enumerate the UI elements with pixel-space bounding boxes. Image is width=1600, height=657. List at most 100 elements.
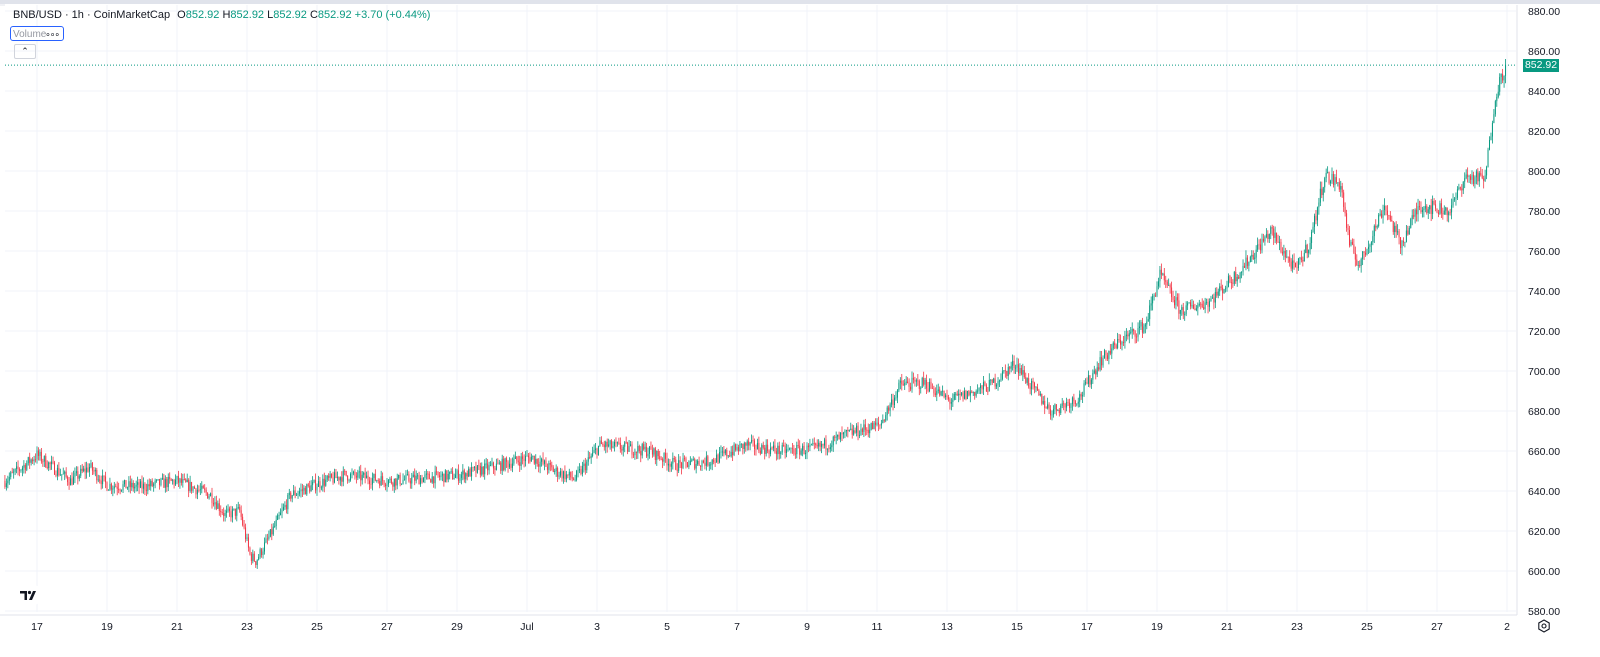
candle-body xyxy=(1147,319,1149,322)
candle-body xyxy=(918,380,920,389)
candle-body xyxy=(1322,187,1324,196)
candle-body xyxy=(328,475,330,478)
candle-body xyxy=(239,507,241,511)
candle-body xyxy=(154,480,156,484)
candle-body xyxy=(780,452,782,454)
candle-body xyxy=(1477,171,1479,182)
candle-body xyxy=(17,466,19,470)
candle-body xyxy=(29,457,31,463)
candle-body xyxy=(1277,241,1279,243)
candle-body xyxy=(679,460,681,463)
candle-body xyxy=(546,466,548,470)
candle-body xyxy=(850,428,852,430)
candle-body xyxy=(1026,378,1028,383)
candle-body xyxy=(14,469,16,472)
candle-body xyxy=(422,477,424,483)
gear-icon[interactable] xyxy=(1537,619,1551,633)
candle-body xyxy=(669,463,671,467)
y-tick-label: 860.00 xyxy=(1528,46,1560,58)
candle-body xyxy=(490,465,492,466)
candle-body xyxy=(106,482,108,491)
candle-body xyxy=(526,455,528,457)
candle-body xyxy=(659,456,661,459)
candle-body xyxy=(1261,238,1263,251)
candle-body xyxy=(481,466,483,475)
candle-body xyxy=(1375,225,1377,228)
more-dots-icon[interactable]: ∘∘∘ xyxy=(45,29,60,39)
candle-body xyxy=(1051,414,1053,416)
candle-body xyxy=(519,462,521,466)
candle-body xyxy=(231,509,233,518)
candle-body xyxy=(89,467,90,472)
candle-body xyxy=(1316,207,1318,221)
candle-body xyxy=(62,473,64,475)
candle-body xyxy=(129,481,131,488)
candle-body xyxy=(147,484,149,491)
candle-body xyxy=(1402,240,1404,243)
candle-body xyxy=(947,397,949,400)
candle-body xyxy=(1134,330,1136,337)
candle-body xyxy=(1099,357,1101,370)
volume-indicator[interactable]: Volume ∘∘∘ xyxy=(10,26,64,41)
candle-body xyxy=(571,477,573,479)
candle-body xyxy=(1166,281,1168,286)
candle-body xyxy=(899,380,901,383)
candle-body xyxy=(256,559,258,565)
candle-body xyxy=(492,462,494,469)
candle-body xyxy=(271,529,273,535)
y-tick-label: 720.00 xyxy=(1528,326,1560,338)
candle-body xyxy=(770,447,772,455)
candle-body xyxy=(586,461,588,471)
candle-body xyxy=(48,462,50,469)
candle-body xyxy=(557,467,559,477)
symbol-title[interactable]: BNB/USD · 1h · CoinMarketCap xyxy=(13,9,171,21)
candle-body xyxy=(775,451,777,455)
candle-body xyxy=(1112,342,1114,349)
candle-body xyxy=(1229,276,1231,283)
candle-body xyxy=(71,478,73,485)
candle-body xyxy=(704,462,706,466)
candle-body xyxy=(1007,367,1009,377)
candle-body xyxy=(441,473,443,476)
candle-body xyxy=(1194,308,1196,311)
candle-body xyxy=(224,512,226,516)
candle-body xyxy=(573,478,575,480)
candle-body xyxy=(395,478,397,486)
candle-body xyxy=(1299,257,1301,259)
chevron-up-icon[interactable]: ⌃ xyxy=(14,44,36,59)
candle-body xyxy=(272,526,274,535)
candle-body xyxy=(1314,215,1315,227)
candle-body xyxy=(373,473,375,479)
candle-body xyxy=(1244,265,1245,268)
candle-body xyxy=(532,455,534,457)
candle-body xyxy=(297,493,299,495)
candle-body xyxy=(350,473,352,481)
candle-body xyxy=(567,474,569,476)
candle-body xyxy=(1407,230,1409,235)
high-value: 852.92 xyxy=(230,9,265,21)
candle-body xyxy=(1133,328,1135,331)
candle-body xyxy=(49,462,51,465)
candle-body xyxy=(249,547,251,555)
candle-body xyxy=(800,450,802,455)
candle-body xyxy=(689,460,691,465)
candle-body xyxy=(99,479,101,481)
candle-body xyxy=(215,502,217,509)
tradingview-logo[interactable] xyxy=(16,584,42,606)
candle-body xyxy=(1248,262,1250,266)
candle-body xyxy=(277,515,279,520)
candle-body xyxy=(1095,370,1097,375)
candle-body xyxy=(1432,200,1434,214)
candle-body xyxy=(660,458,662,460)
candle-body xyxy=(230,511,232,518)
candle-body xyxy=(864,424,866,430)
candle-body xyxy=(1249,256,1251,263)
candle-body xyxy=(595,448,597,450)
candle-body xyxy=(100,480,102,485)
candle-body xyxy=(834,436,836,438)
candle-body xyxy=(1449,212,1451,214)
y-tick-label: 700.00 xyxy=(1528,366,1560,378)
candle-body xyxy=(561,471,563,479)
change-value: +3.70 (+0.44%) xyxy=(354,9,431,21)
